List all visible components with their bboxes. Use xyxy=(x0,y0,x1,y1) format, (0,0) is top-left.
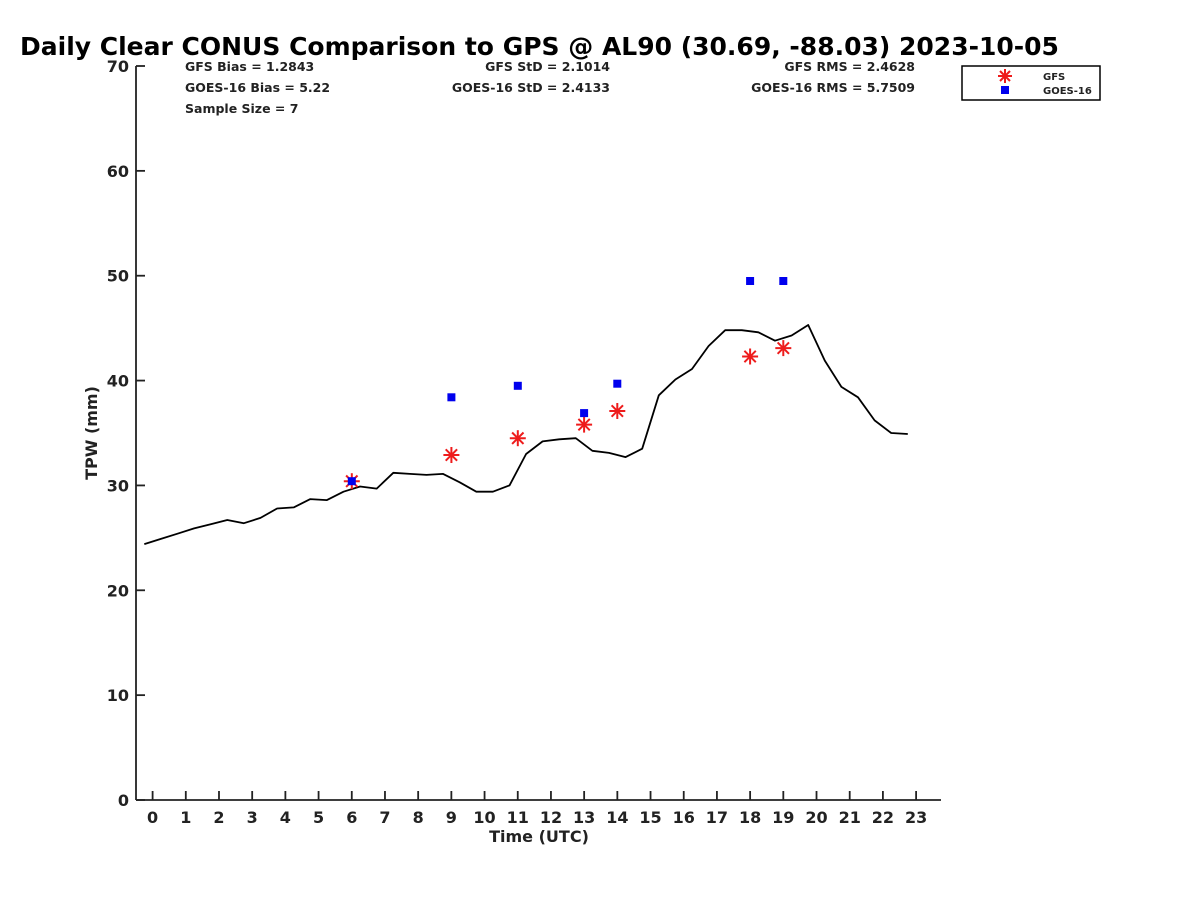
gfs-point xyxy=(742,348,759,365)
x-tick-label: 18 xyxy=(739,808,761,827)
goes-16-point xyxy=(347,477,356,486)
gps-tpw-line xyxy=(144,324,908,545)
x-tick-label: 13 xyxy=(573,808,595,827)
legend-gfs-label: GFS xyxy=(1043,72,1065,83)
gfs-point xyxy=(576,416,593,433)
x-tick-label: 4 xyxy=(280,808,291,827)
goes-16-point xyxy=(513,381,522,390)
gfs-bias-stat: GFS Bias = 1.2843 xyxy=(185,59,314,74)
x-tick-label: 11 xyxy=(507,808,529,827)
x-axis-label: Time (UTC) xyxy=(489,827,589,846)
goes-std-stat: GOES-16 StD = 2.4133 xyxy=(452,80,610,95)
x-tick-label: 7 xyxy=(379,808,390,827)
y-tick-label: 20 xyxy=(107,581,129,600)
x-tick-label: 20 xyxy=(805,808,827,827)
y-axis-label: TPW (mm) xyxy=(82,386,101,480)
legend-gfs-marker xyxy=(998,69,1012,83)
x-tick-label: 22 xyxy=(872,808,894,827)
gfs-std-stat: GFS StD = 2.1014 xyxy=(485,59,610,74)
gfs-point xyxy=(509,430,526,447)
y-tick-label: 60 xyxy=(107,162,129,181)
x-tick-label: 1 xyxy=(180,808,191,827)
x-tick-label: 3 xyxy=(247,808,258,827)
y-tick-label: 40 xyxy=(107,372,129,391)
legend-goes-label: GOES-16 xyxy=(1043,86,1092,97)
goes-16-point xyxy=(779,277,788,285)
goes-16-point xyxy=(613,379,622,388)
gfs-point xyxy=(609,403,626,419)
goes-rms-stat: GOES-16 RMS = 5.7509 xyxy=(751,80,915,95)
x-tick-label: 6 xyxy=(346,808,357,827)
gfs-rms-stat: GFS RMS = 2.4628 xyxy=(784,59,915,74)
x-tick-label: 16 xyxy=(673,808,695,827)
x-tick-label: 5 xyxy=(313,808,324,827)
y-tick-label: 70 xyxy=(107,57,129,76)
x-tick-label: 8 xyxy=(413,808,424,827)
axes xyxy=(135,65,941,801)
x-tick-label: 15 xyxy=(639,808,661,827)
legend-goes-marker xyxy=(1001,86,1009,94)
goes-16-point xyxy=(447,393,456,402)
legend: GFS GOES-16 xyxy=(961,65,1101,101)
x-tick-label: 0 xyxy=(147,808,158,827)
plot-area xyxy=(144,277,908,545)
gfs-point xyxy=(443,447,460,463)
stats-block: GFS Bias = 1.2843 GOES-16 Bias = 5.22 Sa… xyxy=(185,59,915,116)
x-tick-label: 2 xyxy=(213,808,224,827)
goes-bias-stat: GOES-16 Bias = 5.22 xyxy=(185,80,330,95)
x-tick-label: 9 xyxy=(446,808,457,827)
goes-16-point xyxy=(746,277,755,285)
x-tick-label: 12 xyxy=(540,808,562,827)
x-tick-label: 17 xyxy=(706,808,728,827)
legend-box xyxy=(961,65,1101,101)
x-tick-label: 23 xyxy=(905,808,927,827)
goes-16-point xyxy=(580,409,589,418)
y-tick-label: 30 xyxy=(107,476,129,495)
sample-size-stat: Sample Size = 7 xyxy=(185,101,298,116)
chart-title: Daily Clear CONUS Comparison to GPS @ AL… xyxy=(20,32,1059,61)
y-tick-label: 50 xyxy=(107,267,129,286)
x-tick-label: 19 xyxy=(772,808,794,827)
x-tick-label: 14 xyxy=(606,808,628,827)
x-tick-label: 10 xyxy=(473,808,495,827)
x-tick-label: 21 xyxy=(839,808,861,827)
gfs-point xyxy=(775,340,792,357)
y-tick-label: 10 xyxy=(107,686,129,705)
y-tick-label: 0 xyxy=(118,791,129,810)
